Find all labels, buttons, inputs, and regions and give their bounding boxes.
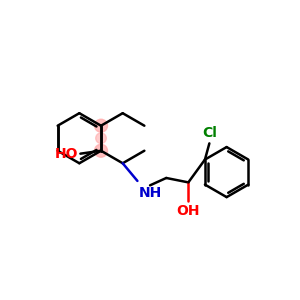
Text: NH: NH [139, 186, 162, 200]
Circle shape [96, 133, 106, 143]
Circle shape [94, 119, 107, 132]
Text: HO: HO [55, 147, 78, 161]
Text: Cl: Cl [202, 126, 217, 140]
Circle shape [94, 144, 107, 157]
Text: OH: OH [177, 204, 200, 218]
